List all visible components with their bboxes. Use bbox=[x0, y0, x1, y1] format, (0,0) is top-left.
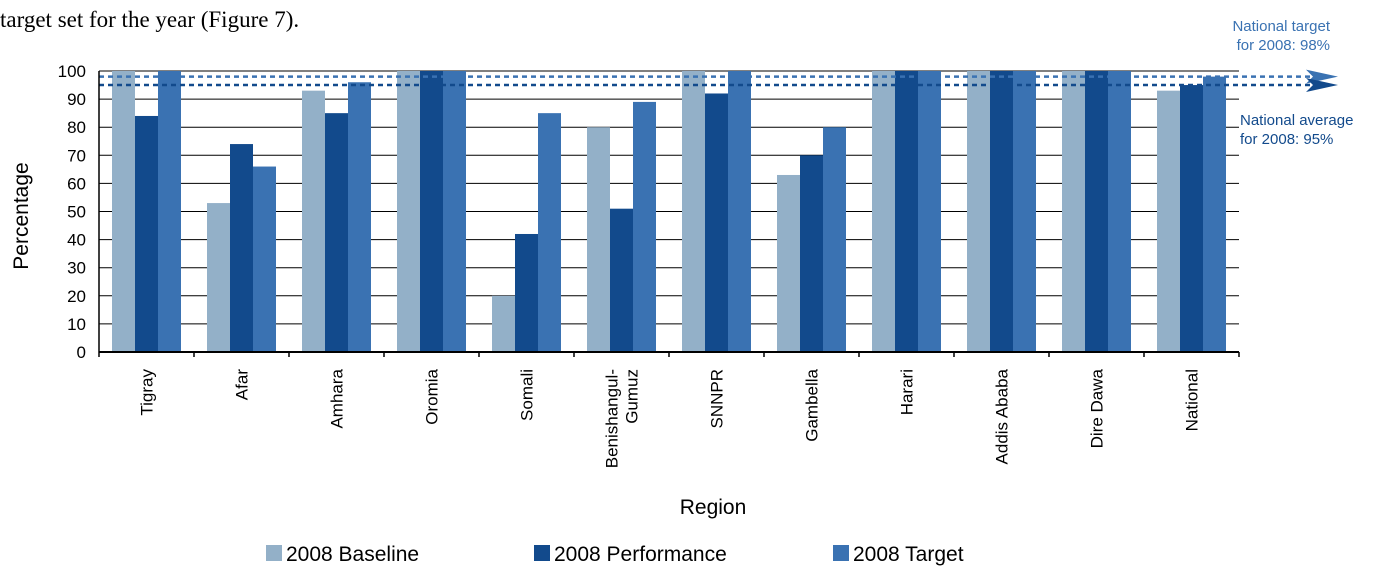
bar bbox=[538, 113, 561, 353]
x-tick-label: Amhara bbox=[328, 368, 347, 428]
bar bbox=[872, 71, 895, 352]
y-tick-label: 10 bbox=[67, 315, 86, 334]
x-tick-label: National bbox=[1183, 369, 1202, 431]
bar bbox=[515, 233, 538, 352]
x-tick-label: Somali bbox=[518, 369, 537, 421]
y-tick-label: 60 bbox=[67, 174, 86, 193]
bar bbox=[420, 71, 443, 352]
x-tick-label: Oromia bbox=[423, 368, 442, 424]
bar bbox=[1180, 85, 1203, 353]
x-tick-label: Gumuz bbox=[623, 369, 642, 424]
legend-swatch bbox=[266, 545, 282, 561]
bar bbox=[112, 71, 135, 352]
legend-label: 2008 Target bbox=[853, 543, 964, 566]
x-tick-label: Harari bbox=[898, 369, 917, 415]
bar bbox=[633, 101, 656, 352]
x-tick-label: Tigray bbox=[138, 369, 157, 416]
bar bbox=[325, 113, 348, 353]
x-tick-label: Benishangul- bbox=[603, 369, 622, 468]
bar bbox=[443, 71, 466, 352]
reference-arrow bbox=[1306, 78, 1338, 93]
y-axis-label: Percentage bbox=[10, 162, 33, 269]
bar bbox=[967, 71, 990, 352]
x-tick-label: Gambella bbox=[803, 368, 822, 441]
y-tick-label: 0 bbox=[77, 343, 86, 362]
reference-line-label: National average bbox=[1240, 112, 1353, 129]
bar bbox=[610, 208, 633, 352]
y-tick-label: 30 bbox=[67, 259, 86, 278]
x-tick-label: Dire Dawa bbox=[1088, 368, 1107, 448]
bar bbox=[1203, 76, 1226, 353]
y-tick-label: 90 bbox=[67, 90, 86, 109]
legend: 2008 Baseline 2008 Performance 2008 Target bbox=[266, 543, 964, 566]
legend-label: 2008 Performance bbox=[554, 543, 727, 566]
reference-line-label: for 2008: 95% bbox=[1240, 131, 1333, 148]
y-tick-label: 20 bbox=[67, 287, 86, 306]
bar bbox=[777, 174, 800, 352]
intro-text: target set for the year (Figure 7). bbox=[0, 7, 299, 32]
bar bbox=[895, 71, 918, 352]
bars bbox=[112, 71, 1226, 353]
x-tick-label: SNNPR bbox=[708, 369, 727, 429]
bar bbox=[823, 127, 846, 352]
bar bbox=[135, 115, 158, 353]
bar bbox=[1062, 71, 1085, 352]
bar bbox=[1013, 71, 1036, 352]
bar bbox=[230, 144, 253, 352]
bar bbox=[800, 155, 823, 352]
bar bbox=[1157, 90, 1180, 353]
legend-swatch bbox=[833, 545, 849, 561]
y-tick-label: 40 bbox=[67, 231, 86, 250]
bar bbox=[348, 82, 371, 353]
x-tick-label: Addis Ababa bbox=[993, 368, 1012, 464]
y-tick-label: 100 bbox=[58, 62, 86, 81]
bar bbox=[397, 71, 420, 352]
grid bbox=[99, 70, 1239, 325]
x-tick-label: Afar bbox=[233, 369, 252, 401]
y-tick-label: 50 bbox=[67, 203, 86, 222]
bar bbox=[207, 203, 230, 352]
bar bbox=[1108, 71, 1131, 352]
bar bbox=[728, 71, 751, 352]
axes bbox=[98, 71, 1240, 357]
x-categories: Tigray Afar Amhara Oromia Somali Benishangul-… bbox=[138, 368, 1202, 468]
bar bbox=[705, 93, 728, 352]
bar bbox=[302, 90, 325, 353]
reference-line-label: National target bbox=[1232, 18, 1330, 35]
bar bbox=[253, 166, 276, 352]
bar bbox=[990, 71, 1013, 352]
y-tick-label: 70 bbox=[67, 146, 86, 165]
bar bbox=[158, 71, 181, 352]
bar bbox=[492, 295, 515, 352]
x-axis-label: Region bbox=[680, 496, 747, 519]
y-ticks: 0 10 20 30 40 50 60 70 80 90 100 bbox=[58, 62, 86, 362]
bar bbox=[918, 71, 941, 352]
y-tick-label: 80 bbox=[67, 118, 86, 137]
legend-swatch bbox=[534, 545, 550, 561]
reference-lines: National target for 2008: 98% National ave… bbox=[99, 18, 1353, 148]
reference-line-label: for 2008: 98% bbox=[1237, 37, 1330, 54]
legend-label: 2008 Baseline bbox=[286, 543, 419, 566]
bar bbox=[682, 71, 705, 352]
bar bbox=[587, 127, 610, 352]
bar bbox=[1085, 71, 1108, 352]
